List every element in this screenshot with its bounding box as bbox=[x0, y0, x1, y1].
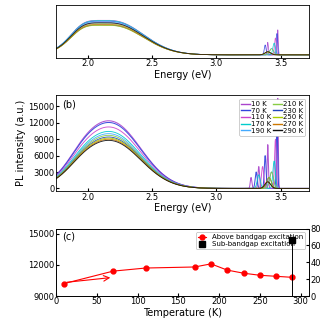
Legend: Above bandgap excitation, Sub-bandgap excitation: Above bandgap excitation, Sub-bandgap ex… bbox=[196, 232, 305, 249]
Above bandgap excitation bbox=[242, 271, 245, 275]
Above bandgap excitation bbox=[62, 282, 66, 285]
Text: (c): (c) bbox=[62, 231, 75, 241]
Above bandgap excitation bbox=[111, 269, 115, 273]
Text: (b): (b) bbox=[62, 99, 76, 109]
Above bandgap excitation bbox=[291, 276, 294, 279]
Above bandgap excitation bbox=[274, 274, 278, 278]
X-axis label: Energy (eV): Energy (eV) bbox=[154, 70, 211, 80]
Legend: 10 K, 70 K, 110 K, 170 K, 190 K, 210 K, 230 K, 250 K, 270 K, 290 K: 10 K, 70 K, 110 K, 170 K, 190 K, 210 K, … bbox=[239, 99, 305, 136]
Above bandgap excitation bbox=[258, 273, 262, 277]
Above bandgap excitation bbox=[144, 266, 148, 270]
Line: Above bandgap excitation: Above bandgap excitation bbox=[62, 261, 295, 286]
Above bandgap excitation bbox=[193, 265, 196, 269]
Above bandgap excitation bbox=[209, 262, 213, 266]
Y-axis label: PL intensity (a.u.): PL intensity (a.u.) bbox=[16, 100, 26, 187]
Above bandgap excitation bbox=[225, 268, 229, 272]
X-axis label: Energy (eV): Energy (eV) bbox=[154, 203, 211, 213]
X-axis label: Temperature (K): Temperature (K) bbox=[143, 308, 222, 318]
